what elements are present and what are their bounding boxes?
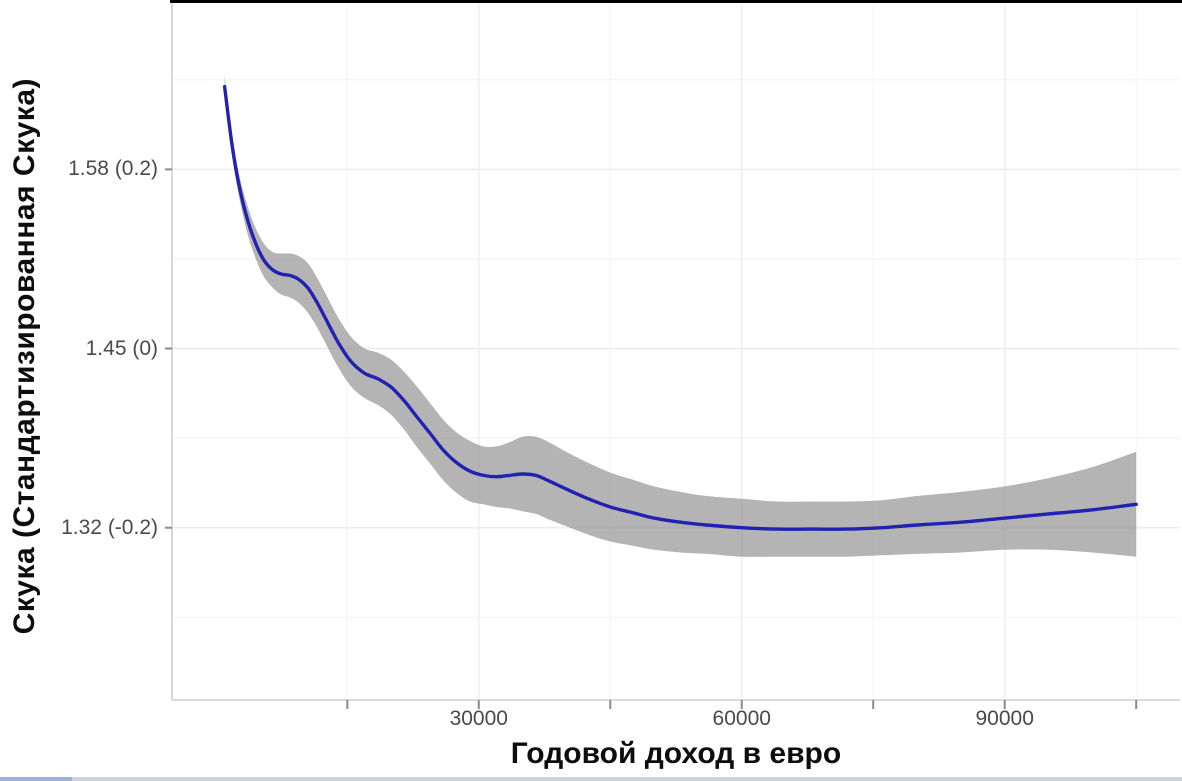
x-tick-label: 30000 [449, 707, 508, 730]
y-tick-label: 1.58 (0.2) [68, 157, 158, 181]
x-tick-label: 90000 [975, 707, 1034, 730]
bottom-progress-fill [0, 777, 72, 781]
y-axis-title-wrap: Скука (Стандартизированная Скука) [0, 0, 50, 712]
x-axis-title: Годовой доход в евро [510, 737, 842, 770]
window-border-top [170, 0, 1182, 3]
bottom-progress-bar[interactable] [0, 777, 1182, 781]
x-tick-label: 60000 [712, 707, 771, 730]
y-tick-label: 1.32 (-0.2) [61, 515, 158, 539]
y-axis-title: Скука (Стандартизированная Скука) [8, 77, 41, 635]
fit-line [222, 85, 1138, 531]
confidence-band [224, 75, 1137, 557]
y-tick-label: 1.45 (0) [85, 336, 158, 360]
